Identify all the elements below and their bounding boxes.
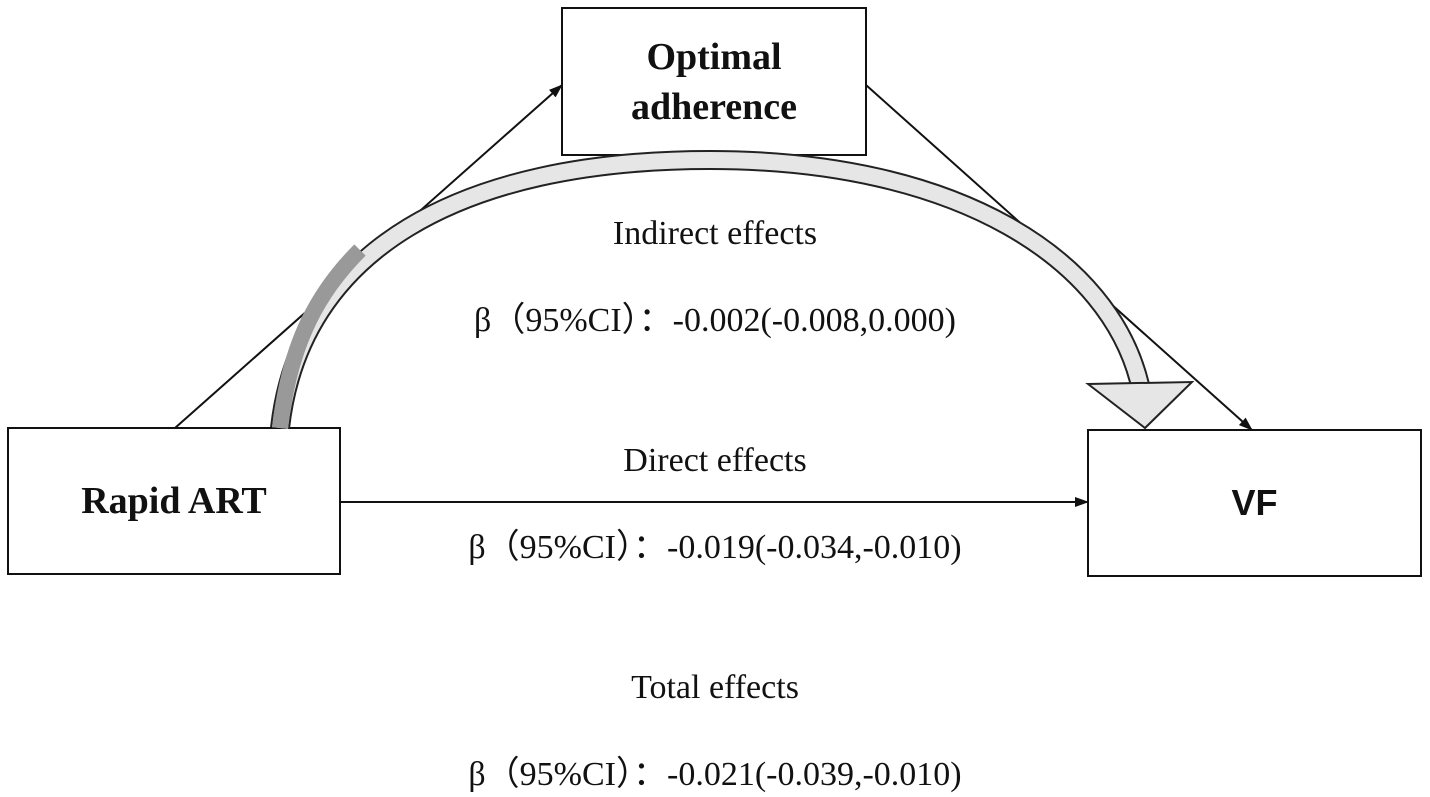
curved-arrow-shade [272,244,366,429]
effect-estimate: β（95%CI）：-0.021(-0.039,-0.010) [468,756,962,793]
node-label: Optimal adherence [630,35,798,128]
effect-title: Total effects [631,669,799,706]
effect-title: Indirect effects [612,215,818,252]
node-label: Rapid ART [81,480,267,522]
effect-estimate: β（95%CI）：-0.002(-0.008,0.000) [474,302,956,339]
curved-arrow-head [1085,380,1195,430]
effect-title: Direct effects [623,442,807,479]
effect-estimate: β（95%CI）：-0.019(-0.034,-0.010) [468,529,962,566]
node-label: VF [1231,482,1278,523]
